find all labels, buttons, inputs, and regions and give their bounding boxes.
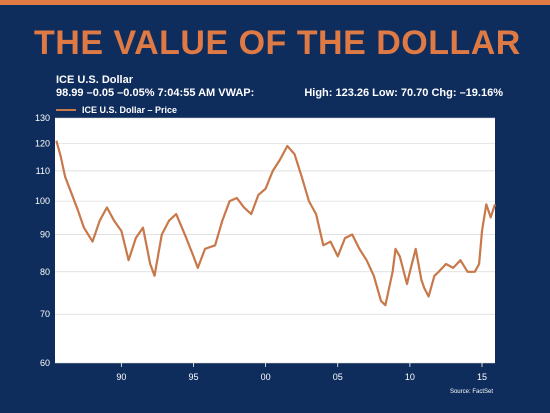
y-tick-label: 110: [36, 166, 50, 176]
legend-label: ICE U.S. Dollar – Price: [82, 105, 178, 115]
chart-legend: ICE U.S. Dollar – Price: [56, 105, 177, 115]
y-tick-label: 130: [35, 113, 50, 123]
slide-title: THE VALUE OF THE DOLLAR: [34, 24, 521, 62]
instrument-name: ICE U.S. Dollar: [56, 74, 134, 86]
x-tick-label: 15: [477, 372, 487, 382]
y-tick-label: 80: [40, 267, 50, 277]
price-line: [55, 140, 497, 307]
y-tick-label: 70: [40, 309, 50, 319]
top-accent-bar: [0, 0, 550, 5]
legend-line-swatch: [56, 109, 76, 111]
price-stats: High: 123.26 Low: 70.70 Chg: –19.16%: [304, 87, 503, 99]
chart-subtitle: ICE U.S. Dollar 98.99 –0.05 –0.05% 7:04:…: [56, 74, 254, 100]
x-tick-label: 05: [333, 372, 343, 382]
y-tick-label: 120: [35, 138, 50, 148]
y-tick-label: 90: [40, 230, 50, 240]
plot-area: [55, 118, 495, 363]
y-tick-label: 60: [40, 358, 50, 368]
x-tick-label: 00: [261, 372, 271, 382]
quote-line: 98.99 –0.05 –0.05% 7:04:55 AM VWAP:: [56, 87, 255, 99]
y-tick-label: 100: [35, 196, 50, 206]
x-tick-label: 10: [405, 372, 415, 382]
x-tick-label: 90: [116, 372, 126, 382]
x-tick-label: 95: [188, 372, 198, 382]
source-note: Source: FactSet: [449, 389, 493, 395]
